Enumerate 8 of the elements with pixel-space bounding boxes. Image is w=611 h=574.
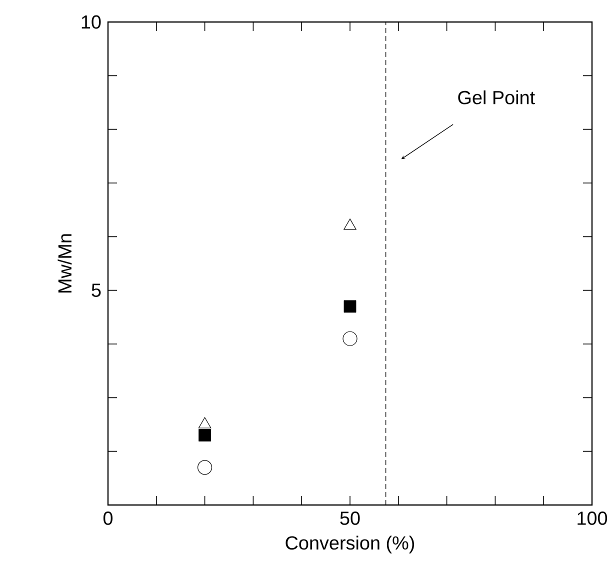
y-tick-label: 10 [82, 15, 101, 29]
x-tick-label: 100 [578, 512, 608, 525]
x-axis-title: Conversion (%) [286, 536, 414, 554]
x-tick-label: 50 [340, 512, 360, 525]
x-tick-label: 0 [103, 512, 113, 525]
ref-line-label: Gel Point [458, 90, 535, 104]
y-tick-label: 5 [92, 284, 101, 297]
y-axis-title: Mw/Mn [58, 234, 72, 292]
